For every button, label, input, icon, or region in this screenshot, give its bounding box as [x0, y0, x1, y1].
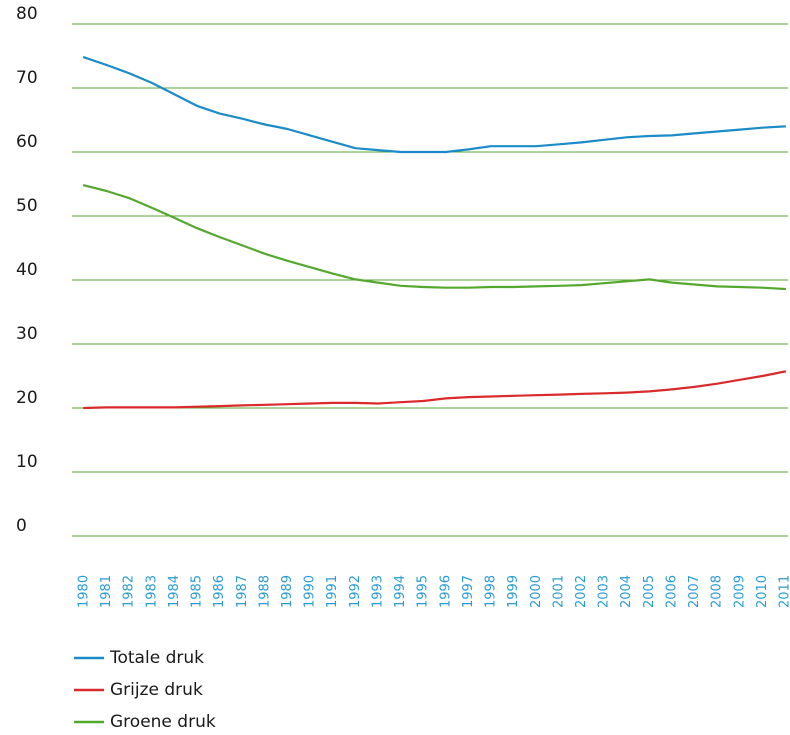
- x-tick-label: 1983: [144, 575, 159, 608]
- x-tick-label: 2011: [778, 575, 790, 608]
- x-tick-label: 1996: [438, 575, 453, 608]
- y-axis-ticks: 0 10 20 30 40 50 60 70 80: [16, 4, 38, 536]
- x-tick-label: 1988: [257, 575, 272, 608]
- x-tick-label: 1980: [77, 575, 92, 608]
- legend: Totale druk Grijze druk Groene druk: [74, 648, 216, 732]
- x-tick-label: 1981: [99, 575, 114, 608]
- x-tick-label: 2006: [664, 575, 679, 608]
- series-line: [82, 370, 787, 410]
- x-tick-label: 2001: [551, 575, 566, 608]
- y-tick-label: 30: [16, 324, 38, 344]
- x-tick-label: 1997: [461, 575, 476, 608]
- x-tick-label: 1999: [506, 575, 521, 608]
- x-tick-label: 1989: [280, 575, 295, 608]
- legend-label: Groene druk: [110, 712, 216, 732]
- x-axis-ticks: 1980 1981 1982 1983 1984 1985 1986 1987 1988 1989…: [77, 575, 790, 608]
- y-tick-label: 40: [16, 260, 38, 280]
- y-tick-label: 0: [16, 516, 27, 536]
- x-tick-label: 2004: [619, 575, 634, 608]
- x-tick-label: 2007: [687, 575, 702, 608]
- x-tick-label: 2002: [574, 575, 589, 608]
- y-tick-label: 10: [16, 452, 38, 472]
- x-tick-label: 1987: [235, 575, 250, 608]
- series-line: [82, 56, 787, 154]
- y-tick-label: 60: [16, 132, 38, 152]
- y-tick-label: 80: [16, 4, 38, 24]
- x-tick-label: 1985: [190, 575, 205, 608]
- x-tick-label: 2000: [529, 575, 544, 608]
- x-tick-label: 1998: [484, 575, 499, 608]
- x-tick-label: 2008: [710, 575, 725, 608]
- y-tick-label: 20: [16, 388, 38, 408]
- x-tick-label: 1984: [167, 575, 182, 608]
- x-tick-label: 2005: [642, 575, 657, 608]
- y-tick-label: 70: [16, 68, 38, 88]
- gridlines: [72, 23, 788, 537]
- x-tick-label: 1994: [393, 575, 408, 608]
- series-line: [82, 184, 787, 291]
- x-tick-label: 2009: [732, 575, 747, 608]
- legend-label: Totale druk: [109, 648, 204, 668]
- x-tick-label: 1982: [122, 575, 137, 608]
- legend-label: Grijze druk: [110, 680, 203, 700]
- x-tick-label: 2010: [755, 575, 770, 608]
- x-tick-label: 1986: [212, 575, 227, 608]
- x-tick-label: 1991: [325, 575, 340, 608]
- x-tick-label: 2003: [597, 575, 612, 608]
- series-lines: [82, 56, 787, 410]
- x-tick-label: 1995: [416, 575, 431, 608]
- x-tick-label: 1992: [348, 575, 363, 608]
- x-tick-label: 1993: [370, 575, 385, 608]
- x-tick-label: 1990: [303, 575, 318, 608]
- y-tick-label: 50: [16, 196, 38, 216]
